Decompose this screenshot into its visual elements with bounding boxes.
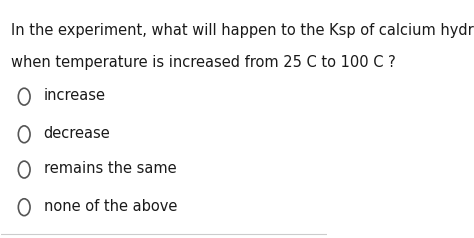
- Text: when temperature is increased from 25 C to 100 C ?: when temperature is increased from 25 C …: [11, 55, 396, 70]
- Text: remains the same: remains the same: [44, 161, 176, 176]
- Text: increase: increase: [44, 88, 106, 103]
- Text: In the experiment, what will happen to the Ksp of calcium hydroxide: In the experiment, what will happen to t…: [11, 23, 474, 38]
- Text: none of the above: none of the above: [44, 198, 177, 213]
- Text: decrease: decrease: [44, 126, 110, 141]
